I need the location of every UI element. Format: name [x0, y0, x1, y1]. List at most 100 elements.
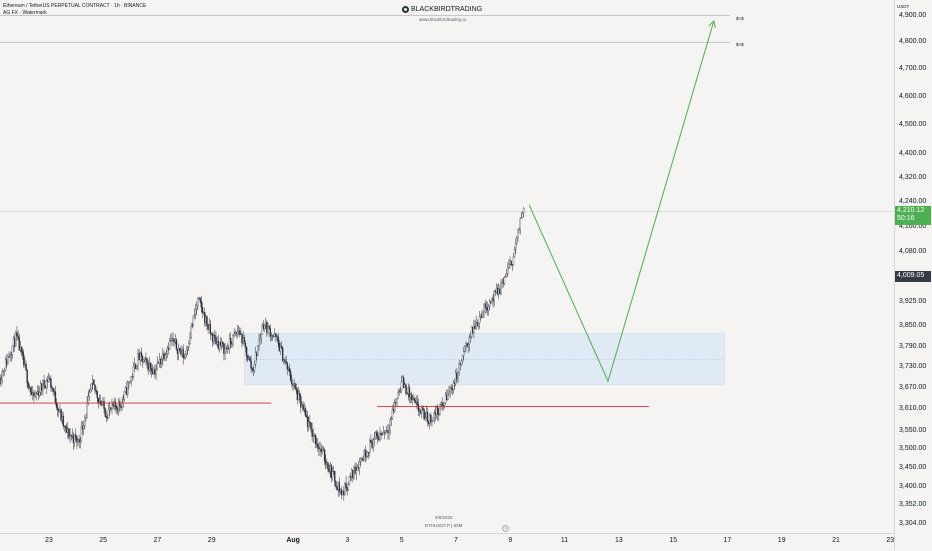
candle-body-156 [175, 339, 178, 350]
candle-body-222 [250, 360, 252, 369]
candle-body-455 [513, 249, 516, 257]
time-tick-label: 27 [153, 537, 162, 544]
replay-icon[interactable] [502, 525, 509, 532]
candle-body-205 [231, 342, 233, 345]
candle-body-310 [349, 476, 352, 478]
candle-body-376 [424, 417, 426, 420]
candle-body-115 [129, 381, 131, 383]
candle-body-407 [459, 363, 461, 365]
candle-body-273 [308, 421, 310, 427]
candle-body-53 [59, 409, 61, 412]
candle-body-108 [121, 402, 123, 408]
candle-body-265 [299, 393, 301, 397]
symbol-interval: ETHUSDT.P | 60M [425, 523, 463, 528]
candle-body-138 [155, 368, 157, 375]
candle-body-431 [486, 307, 489, 311]
price-chart[interactable] [0, 0, 894, 533]
price-tick-label: 4,400.00 [899, 150, 927, 158]
candle-body-76 [85, 414, 87, 418]
candle-body-317 [357, 467, 360, 469]
candle-body-200 [225, 348, 227, 350]
candle-body-396 [447, 393, 449, 400]
candle-body-254 [286, 362, 288, 370]
candle-body-245 [276, 336, 278, 338]
candle-body-194 [218, 342, 221, 349]
candle-body-386 [435, 407, 438, 416]
candle-body-8 [8, 356, 10, 358]
candle-body-133 [149, 363, 152, 369]
candle-body-319 [360, 458, 362, 462]
candle-body-259 [292, 383, 294, 386]
candle-body-164 [184, 354, 187, 358]
candle-body-45 [50, 378, 52, 388]
candle-body-402 [453, 382, 456, 385]
candle-body-262 [295, 388, 298, 391]
candle-body-109 [122, 399, 124, 403]
candle-body-285 [321, 449, 324, 452]
candle-body-22 [24, 363, 26, 365]
candle-body-277 [312, 435, 314, 437]
level-label-upper: $>$ [736, 16, 744, 21]
candle-body-425 [479, 314, 482, 318]
candle-body-443 [500, 283, 502, 294]
candle-body-342 [386, 430, 388, 432]
candle-body-107 [120, 405, 122, 408]
candle-body-44 [49, 377, 51, 379]
candle-body-304 [343, 491, 345, 495]
candle-body-395 [446, 394, 448, 400]
price-tick-label: 4,700.00 [899, 65, 927, 73]
candle-body-198 [223, 343, 225, 354]
candle-body-12 [12, 337, 15, 347]
candle-body-175 [197, 297, 199, 306]
candle-body-172 [193, 314, 196, 317]
time-tick-label: 11 [560, 537, 569, 544]
candle-body-106 [119, 401, 121, 406]
candle-body-318 [358, 461, 361, 469]
candle-body-211 [237, 330, 240, 332]
candle-body-380 [429, 414, 431, 424]
candle-body-61 [68, 428, 70, 438]
candle-body-293 [330, 465, 333, 478]
time-axis[interactable]: 23 25 27 29 Aug 3 5 7 9 11 13 15 17 19 21 23 [0, 533, 894, 551]
marker-price-tag: 4,009.05 [895, 271, 931, 282]
candle-body-405 [457, 372, 459, 379]
candle-body-235 [265, 322, 267, 326]
candle-body-432 [487, 306, 490, 311]
candle-body-384 [433, 412, 435, 418]
candle-body-341 [384, 430, 387, 434]
price-tick-label: 4,600.00 [899, 93, 927, 101]
candle-body-411 [464, 346, 466, 352]
candle-body-439 [495, 288, 498, 293]
candle-body-282 [318, 447, 320, 450]
candle-body-13 [14, 337, 16, 347]
candle-body-343 [387, 430, 389, 434]
candle-body-430 [485, 307, 488, 309]
candle-body-274 [309, 421, 311, 423]
candle-body-206 [232, 335, 234, 345]
candle-body-84 [94, 384, 96, 391]
candle-body-187 [210, 333, 213, 335]
candle-body-16 [17, 335, 19, 338]
price-tick-label: 3,850.00 [899, 322, 927, 330]
candle-body-21 [23, 355, 25, 365]
candle-body-90 [101, 403, 103, 405]
candle-body-103 [115, 406, 118, 409]
candle-body-244 [275, 333, 277, 338]
candle-body-398 [449, 387, 451, 393]
candle-body-427 [482, 311, 484, 318]
candle-body-176 [198, 297, 200, 299]
candle-body-377 [425, 412, 428, 418]
candle-body-340 [383, 432, 386, 434]
candle-body-364 [410, 394, 413, 400]
candle-body-372 [420, 410, 422, 414]
candle-body-64 [71, 435, 74, 437]
candle-body-100 [112, 403, 114, 407]
candle-body-433 [489, 301, 491, 307]
currency-label[interactable]: USDT [897, 4, 910, 9]
price-tick-label: 4,080.00 [899, 247, 927, 255]
candle-body-334 [377, 435, 379, 439]
price-tick-label: 3,500.00 [899, 445, 927, 453]
candle-body-144 [162, 353, 164, 360]
candle-body-162 [182, 349, 184, 359]
candle-body-322 [363, 450, 365, 461]
